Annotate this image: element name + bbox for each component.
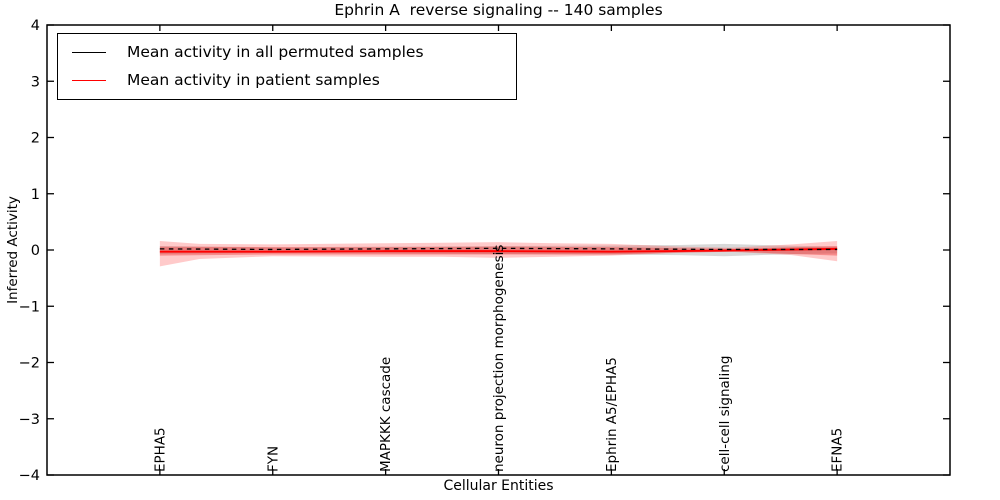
x-category-label: EFNA5 (830, 428, 846, 472)
y-tick-label: 0 (31, 243, 40, 259)
y-tick-label: 4 (31, 18, 40, 34)
legend-label-permuted: Mean activity in all permuted samples (127, 43, 424, 61)
x-category-label: neuron projection morphogenesis (491, 245, 507, 472)
y-tick-label: 3 (31, 74, 40, 90)
x-category-label: EPHA5 (152, 427, 168, 472)
y-tick-label: −1 (19, 299, 40, 315)
y-tick-label: 2 (31, 131, 40, 147)
permuted-std-band (159, 243, 838, 257)
x-category-label: MAPKKK cascade (378, 357, 394, 472)
legend-entry-patient: Mean activity in patient samples (58, 66, 516, 94)
x-axis-label: Cellular Entities (443, 478, 554, 494)
red-line-swatch (72, 79, 106, 81)
x-category-label: cell-cell signaling (717, 356, 733, 472)
y-tick-label: −2 (19, 356, 40, 372)
legend-entry-permuted: Mean activity in all permuted samples (58, 38, 516, 66)
patient-std-band (159, 241, 838, 267)
plot-title: Ephrin A reverse signaling -- 140 sample… (334, 1, 663, 19)
y-tick-label: −3 (19, 412, 40, 428)
legend-label-patient: Mean activity in patient samples (127, 71, 380, 89)
y-tick-label: 1 (31, 187, 40, 203)
patient-mean-line (159, 247, 838, 253)
y-axis-label: Inferred Activity (5, 196, 21, 304)
x-category-label: Ephrin A5/EPHA5 (604, 357, 620, 472)
black-line-swatch (72, 51, 106, 53)
y-tick-label: −4 (19, 468, 40, 484)
legend: Mean activity in all permuted samples Me… (57, 33, 517, 100)
x-category-label: FYN (265, 446, 281, 472)
